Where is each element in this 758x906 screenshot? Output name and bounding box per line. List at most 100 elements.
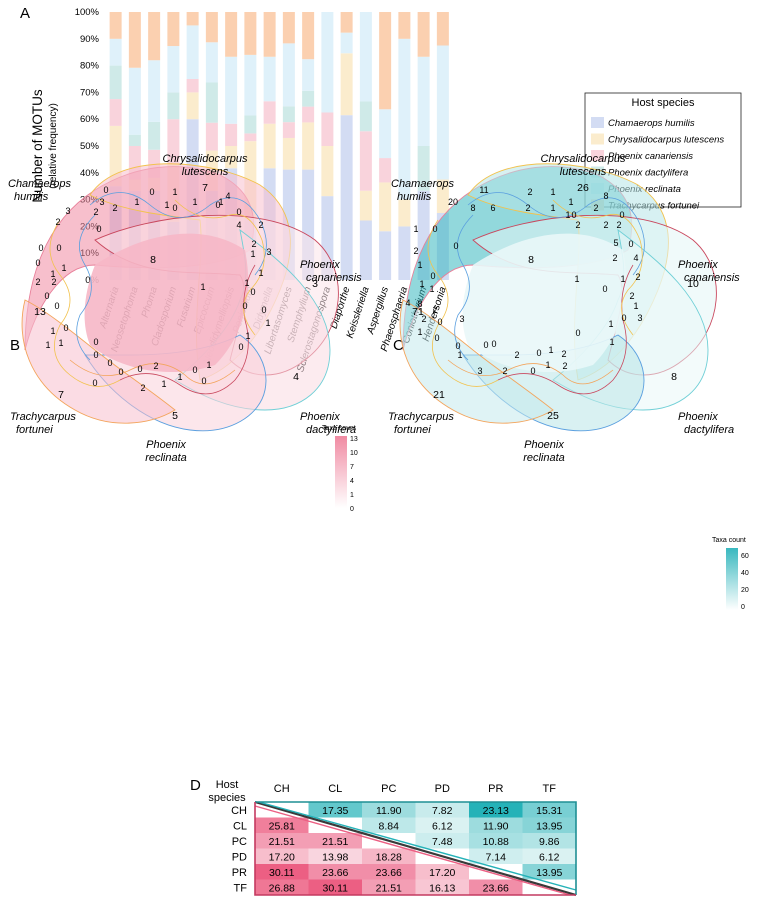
heatmap-cell-upper <box>415 817 469 833</box>
venn-region-count: 0 <box>93 350 98 360</box>
bar-segment <box>379 231 392 280</box>
legend-tick-label: 60 <box>741 553 749 560</box>
y-tick-label: 70% <box>80 87 100 98</box>
y-tick-label: 80% <box>80 61 100 72</box>
venn-region-count: 1 <box>192 197 197 207</box>
venn-region-count: 21 <box>433 389 445 401</box>
venn-region-count: 0 <box>238 342 243 352</box>
venn-region-count: 2 <box>593 203 598 213</box>
bar-segment <box>398 199 411 227</box>
legend-tick-label: 1 <box>350 492 354 499</box>
bar-segment <box>302 122 315 170</box>
venn-region-count: 0 <box>453 241 458 251</box>
legend-tick-label: 10 <box>350 450 358 457</box>
heatmap-row-label: PD <box>232 851 247 863</box>
bar-segment <box>436 179 449 213</box>
venn-region-count: 0 <box>628 239 633 249</box>
venn-region-count: 8 <box>671 371 677 383</box>
venn-region-count: 1 <box>417 327 422 337</box>
heatmap-corner-label-line2: species <box>208 792 246 804</box>
bar-segment <box>398 12 411 39</box>
venn-region-count: 1 <box>550 187 555 197</box>
venn-region-count: 1 <box>58 338 63 348</box>
venn-region-count: 1 <box>608 319 613 329</box>
bar-segment <box>205 12 218 43</box>
venn-region-count: 1 <box>568 197 573 207</box>
venn-region-count: 0 <box>530 366 535 376</box>
legend-label: Chrysalidocarpus lutescens <box>608 135 724 146</box>
heatmap-upper-frame <box>255 801 577 895</box>
venn-region-count: 0 <box>236 207 241 217</box>
bar-segment <box>302 90 315 107</box>
venn-region-count: 10 <box>687 278 699 290</box>
venn-region-count: 2 <box>575 220 580 230</box>
venn-region-count: 1 <box>45 340 50 350</box>
heatmap-diagonal-upper <box>258 801 577 891</box>
heatmap-cell-value: 16.13 <box>429 882 455 894</box>
bar-segment <box>379 182 392 232</box>
venn-petal-outline <box>69 359 236 385</box>
bar-segment <box>205 122 218 151</box>
venn-region-count: 0 <box>536 348 541 358</box>
venn-petal-outline <box>76 214 96 361</box>
bar-segment <box>186 79 199 93</box>
venn-region-count: 1 <box>161 379 166 389</box>
venn-region-count: 1 <box>545 360 550 370</box>
heatmap-cell-value: 30.11 <box>323 882 349 894</box>
venn-region-count: 2 <box>612 253 617 263</box>
bar-segment <box>128 12 141 68</box>
venn-region-count: 1 <box>457 350 462 360</box>
venn-petal-outline <box>447 359 614 385</box>
venn-region-count: 0 <box>602 284 607 294</box>
bar-segment <box>340 12 353 33</box>
heatmap-lower-frame <box>254 802 576 896</box>
venn-region-count: 11 <box>479 185 488 195</box>
heatmap-cell-value: 21.51 <box>376 882 402 894</box>
bar-segment <box>282 106 295 123</box>
venn-region-count: 8 <box>603 191 608 201</box>
venn-region-count: 0 <box>38 243 43 253</box>
venn-set-label: fortunei <box>16 424 53 436</box>
venn-region-count: 0 <box>35 258 40 268</box>
venn-region-count: 0 <box>483 340 488 350</box>
venn-region-count: 0 <box>103 185 108 195</box>
heatmap-cell-value: 21.51 <box>269 836 295 848</box>
venn-region-count: 20 <box>448 197 458 207</box>
heatmap-cell-value: 7.14 <box>486 851 507 863</box>
venn-petal-outline <box>454 214 474 361</box>
heatmap-column-label: CL <box>328 783 342 795</box>
venn-petal-outline <box>89 192 267 276</box>
heatmap-cell-upper <box>415 833 469 849</box>
venn-region-count: 1 <box>413 224 418 234</box>
venn-set-label: canariensis <box>684 272 740 284</box>
bar-segment <box>244 12 257 55</box>
bar-segment <box>359 101 372 132</box>
bar-segment <box>359 220 372 280</box>
bar-segment <box>340 53 353 116</box>
bar-segment <box>167 119 180 164</box>
venn-region-count: 2 <box>93 207 98 217</box>
bar-segment <box>205 42 218 83</box>
venn-region-count: 0 <box>54 301 59 311</box>
panel-label-d: D <box>190 777 201 794</box>
venn-b-gradient <box>335 436 347 508</box>
heatmap-row-label: PC <box>232 836 247 848</box>
heatmap-cell-lower <box>255 879 309 895</box>
bar-segment <box>148 121 161 150</box>
bar-segment <box>244 115 257 134</box>
heatmap-cell-value: 8.84 <box>379 820 400 832</box>
bar-segment <box>321 112 334 146</box>
venn-region-count: 1 <box>244 278 249 288</box>
venn-core-region <box>84 233 249 373</box>
venn-region-count: 3 <box>637 313 642 323</box>
heatmap-cell-value: 7.82 <box>432 805 453 817</box>
venn-b-legend-title: Taxa count <box>322 425 356 432</box>
venn-region-count: 2 <box>603 220 608 230</box>
venn-region-count: 0 <box>434 333 439 343</box>
venn-region-count: 0 <box>172 203 177 213</box>
heatmap-cell-upper <box>522 817 576 833</box>
venn-set-label: lutescens <box>182 166 229 178</box>
